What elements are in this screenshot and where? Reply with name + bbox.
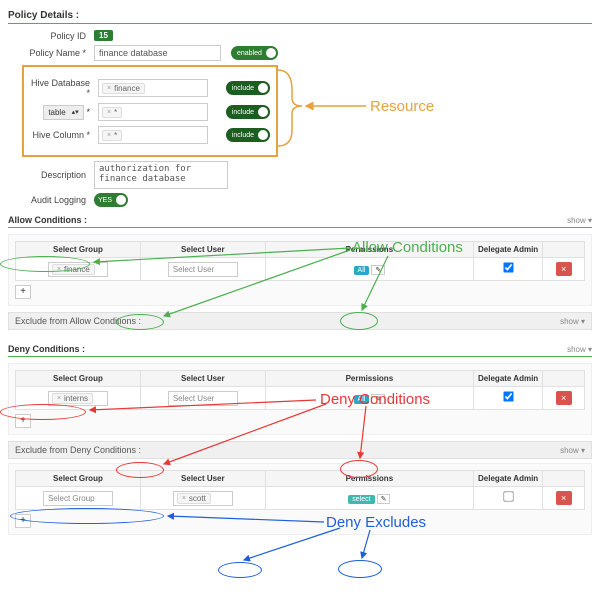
deny-show-link[interactable]: show ▾	[567, 345, 592, 354]
include-toggle-db[interactable]: include	[226, 81, 270, 95]
denyex-user-input[interactable]: ×scott	[173, 491, 233, 506]
ring-denyex-user	[218, 562, 262, 578]
ring-allow-perm	[340, 312, 378, 330]
audit-toggle[interactable]: YES	[94, 193, 128, 207]
allow-cond-title: Allow Conditions :	[8, 215, 87, 225]
exclude-allow-show[interactable]: show ▾	[560, 317, 585, 326]
allow-row: ×finance Select User All✎ ×	[16, 258, 585, 281]
col-perms: Permissions	[265, 371, 473, 387]
allow-delegate-cb[interactable]	[503, 262, 513, 272]
ring-deny-title	[0, 404, 86, 420]
anno-resource: Resource	[370, 98, 434, 115]
deny-cond-title: Deny Conditions :	[8, 344, 85, 354]
denyex-cond-panel: Select Group Select User Permissions Del…	[8, 463, 592, 535]
col-group: Select Group	[16, 242, 141, 258]
exclude-deny-show[interactable]: show ▾	[560, 446, 585, 455]
hive-db-input[interactable]: ×finance	[98, 79, 208, 97]
col-delegate: Delegate Admin	[473, 471, 542, 487]
denyex-row: Select Group ×scott select✎ ×	[16, 487, 585, 510]
denyex-perm-edit[interactable]: ✎	[377, 494, 391, 504]
allow-delete-btn[interactable]: ×	[556, 262, 572, 276]
denyex-delegate-cb[interactable]	[503, 491, 513, 501]
resource-box: Hive Database ×finance include table▴▾ *…	[22, 65, 278, 157]
allow-perm-edit[interactable]: ✎	[371, 265, 385, 275]
include-toggle-table[interactable]: include	[226, 105, 270, 119]
ring-deny-group	[116, 462, 164, 478]
allow-add-btn[interactable]: +	[15, 285, 31, 299]
policy-id-badge: 15	[94, 30, 113, 41]
allow-cond-panel: Select Group Select User Permissions Del…	[8, 234, 592, 306]
hive-col-label: Hive Column	[26, 130, 98, 140]
allow-perm-badge: All	[354, 266, 370, 275]
allow-show-link[interactable]: show ▾	[567, 216, 592, 225]
denyex-group-input[interactable]: Select Group	[43, 491, 113, 506]
ring-denyex-perm	[338, 560, 382, 578]
ring-denyex-title	[10, 508, 164, 524]
deny-group-input[interactable]: ×interns	[48, 391, 108, 406]
deny-row: ×interns Select User All✎ ×	[16, 387, 585, 410]
policy-details-title: Policy Details :	[8, 10, 592, 21]
audit-label: Audit Logging	[8, 195, 94, 205]
include-toggle-col[interactable]: include	[226, 128, 270, 142]
table-input[interactable]: ×*	[98, 103, 208, 121]
allow-user-input[interactable]: Select User	[168, 262, 238, 277]
deny-delete-btn[interactable]: ×	[556, 391, 572, 405]
deny-user-input[interactable]: Select User	[168, 391, 238, 406]
denyex-delete-btn[interactable]: ×	[556, 491, 572, 505]
description-label: Description	[8, 170, 94, 180]
denyex-perm-badge: select	[348, 495, 374, 504]
policy-id-label: Policy ID	[8, 31, 94, 41]
enabled-toggle[interactable]: enabled	[231, 46, 278, 60]
exclude-deny-bar: Exclude from Deny Conditions : show ▾	[8, 441, 592, 459]
col-user: Select User	[140, 242, 265, 258]
ring-allow-title	[0, 256, 90, 272]
col-user: Select User	[140, 371, 265, 387]
anno-deny: Deny Conditions	[320, 391, 430, 408]
hive-db-label: Hive Database	[26, 78, 98, 98]
exclude-allow-bar: Exclude from Allow Conditions : show ▾	[8, 312, 592, 330]
col-delegate: Delegate Admin	[473, 242, 542, 258]
col-delegate: Delegate Admin	[473, 371, 542, 387]
ring-allow-group	[116, 314, 164, 330]
description-input[interactable]: authorization for finance database	[94, 161, 228, 189]
anno-denyex: Deny Excludes	[326, 514, 426, 531]
deny-delegate-cb[interactable]	[503, 391, 513, 401]
anno-allow: Allow Conditions	[352, 239, 463, 256]
col-group: Select Group	[16, 371, 141, 387]
hive-col-input[interactable]: ×*	[98, 126, 208, 144]
table-select[interactable]: table▴▾	[43, 105, 83, 120]
policy-name-label: Policy Name	[8, 48, 94, 58]
policy-name-input[interactable]	[94, 45, 221, 61]
deny-cond-panel: Select Group Select User Permissions Del…	[8, 363, 592, 435]
ring-deny-perm	[340, 460, 378, 478]
